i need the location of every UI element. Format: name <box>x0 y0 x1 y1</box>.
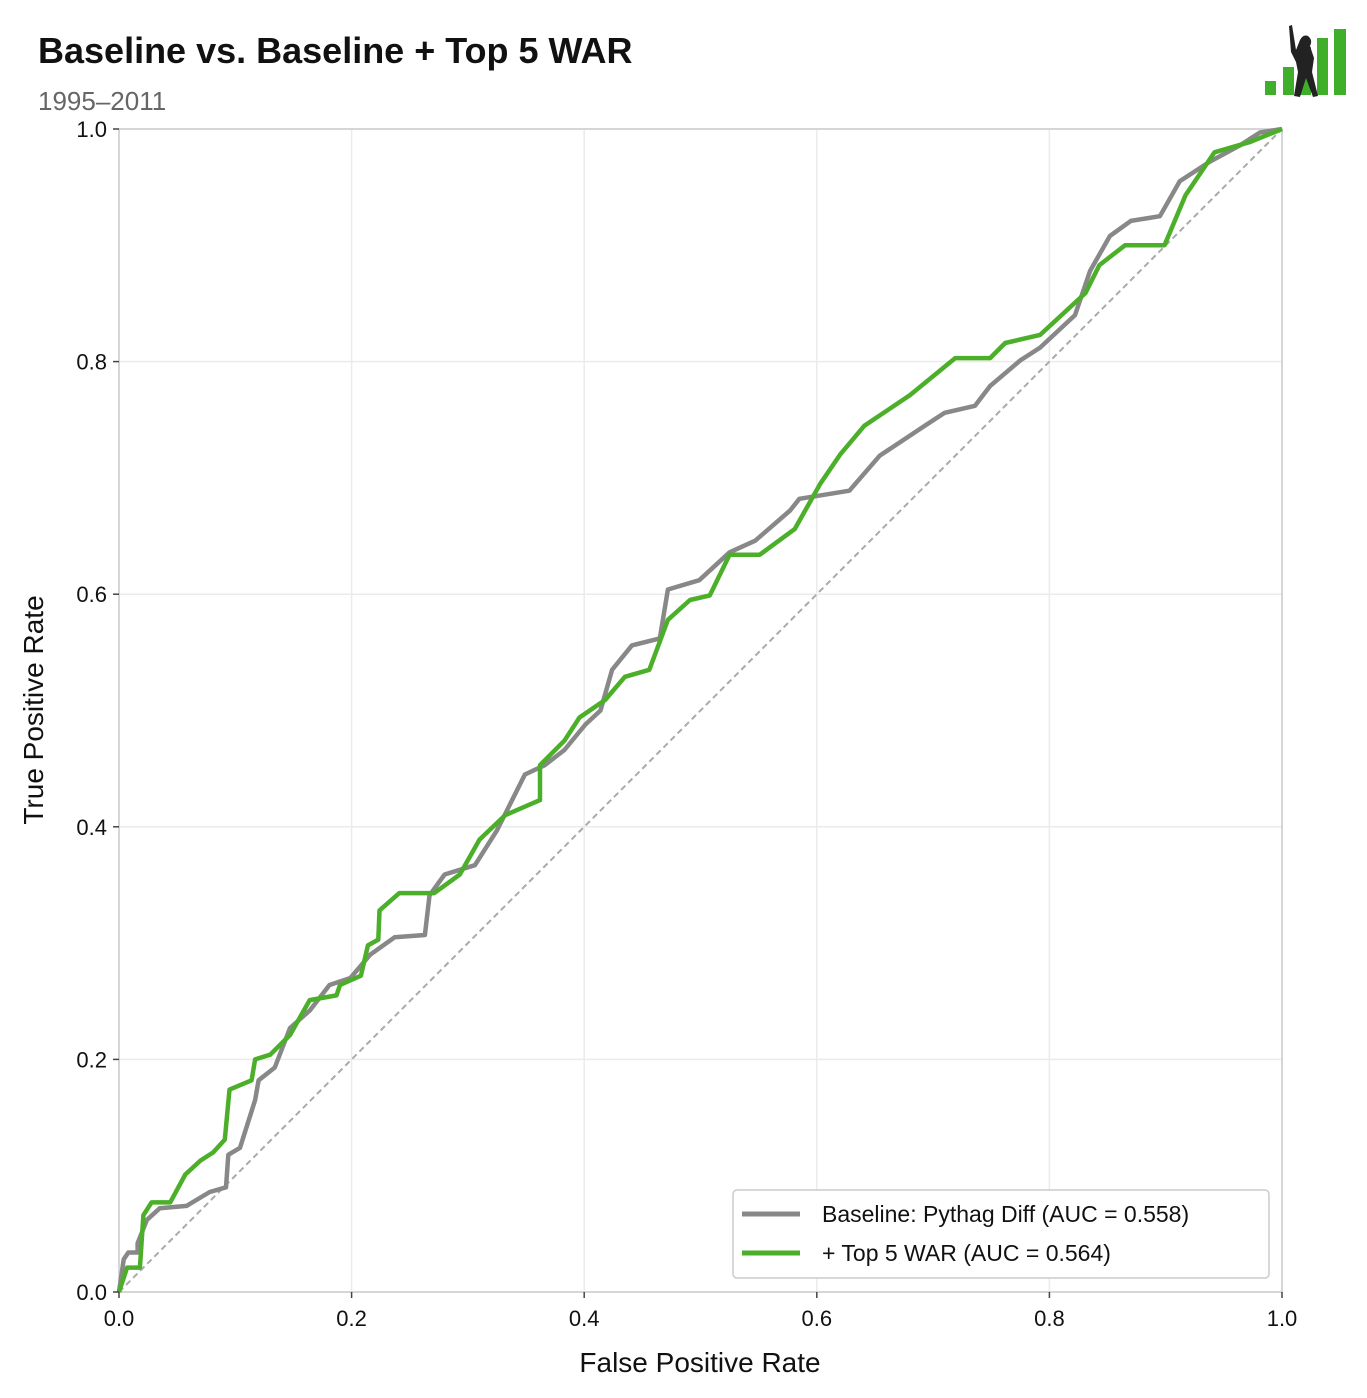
y-tick-label: 0.8 <box>76 350 107 375</box>
legend-label-top5war: + Top 5 WAR (AUC = 0.564) <box>822 1240 1111 1266</box>
top5war-roc-line <box>116 126 1283 1293</box>
y-tick-label: 0.4 <box>76 815 107 840</box>
logo-icon <box>1265 25 1346 97</box>
y-tick-label: 0.6 <box>76 582 107 607</box>
x-tick-label: 0.2 <box>336 1306 367 1331</box>
baseline-roc-line <box>116 126 1283 1293</box>
x-tick-label: 1.0 <box>1267 1306 1298 1331</box>
x-tick-label: 0.6 <box>802 1306 833 1331</box>
legend: Baseline: Pythag Diff (AUC = 0.558) + To… <box>732 1189 1270 1279</box>
y-axis-label: True Positive Rate <box>18 595 49 824</box>
legend-box <box>732 1189 1270 1279</box>
chart-title: Baseline vs. Baseline + Top 5 WAR <box>38 30 633 71</box>
plot-frame <box>118 128 1283 1293</box>
x-axis-label: False Positive Rate <box>579 1347 820 1378</box>
y-tick-label: 1.0 <box>76 117 107 142</box>
x-tick-label: 0.0 <box>104 1306 135 1331</box>
x-tick-label: 0.4 <box>569 1306 600 1331</box>
y-tick-label: 0.0 <box>76 1280 107 1305</box>
y-tick-label: 0.2 <box>76 1047 107 1072</box>
legend-label-baseline: Baseline: Pythag Diff (AUC = 0.558) <box>822 1201 1189 1227</box>
chart-subtitle: 1995–2011 <box>38 86 167 116</box>
x-tick-label: 0.8 <box>1034 1306 1065 1331</box>
reference-diagonal <box>118 128 1283 1293</box>
